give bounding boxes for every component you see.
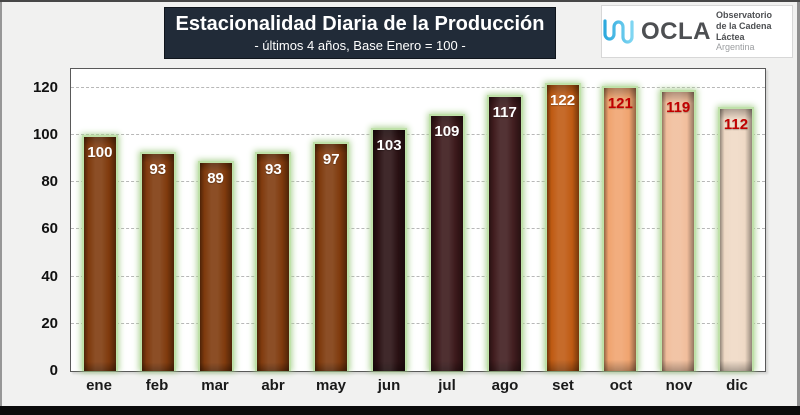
ocla-wordmark: OCLA bbox=[641, 17, 711, 45]
x-label-may: may bbox=[315, 377, 347, 394]
bar-column-oct: 121 bbox=[591, 69, 649, 371]
y-tick-100: 100 bbox=[32, 126, 58, 144]
x-label-ene: ene bbox=[86, 377, 112, 394]
bar-value-oct: 121 bbox=[607, 94, 633, 112]
bar-value-ago: 117 bbox=[492, 103, 517, 121]
gridline-80 bbox=[71, 181, 765, 183]
x-label-oct: oct bbox=[609, 377, 633, 394]
x-label-set: set bbox=[552, 377, 574, 394]
x-label-nov: nov bbox=[665, 377, 693, 394]
bar-mar: 89 bbox=[197, 161, 234, 371]
bar-set: 122 bbox=[544, 83, 581, 371]
bar-column-feb: 93 bbox=[129, 69, 187, 371]
x-label-dic: dic bbox=[726, 377, 748, 394]
bar-jun: 103 bbox=[371, 127, 408, 371]
bar-column-nov: 119 bbox=[649, 69, 707, 371]
x-label-mar: mar bbox=[201, 377, 229, 394]
chart-subtitle: - últimos 4 años, Base Enero = 100 - bbox=[254, 38, 466, 53]
bar-abr: 93 bbox=[255, 151, 292, 371]
bar-value-dic: 112 bbox=[723, 115, 749, 133]
gridline-20 bbox=[71, 322, 765, 324]
bar-column-dic: 112 bbox=[707, 69, 765, 371]
ocla-tagline-line1: Observatorio bbox=[716, 9, 773, 20]
y-tick-20: 20 bbox=[41, 314, 58, 332]
x-label-abr: abr bbox=[261, 377, 285, 394]
bar-value-set: 122 bbox=[550, 92, 576, 110]
bar-ene: 100 bbox=[81, 135, 118, 371]
bar-oct: 121 bbox=[602, 85, 639, 371]
bars-container: 100 93 89 93 97 103 109 117 122 121 119 112 bbox=[71, 69, 765, 371]
ocla-logo: OCLA Observatorio de la Cadena Láctea Ar… bbox=[601, 5, 793, 58]
x-label-jul: jul bbox=[438, 377, 456, 394]
chart-title: Estacionalidad Diaria de la Producción bbox=[175, 13, 545, 35]
bar-value-nov: 119 bbox=[666, 99, 691, 117]
bar-value-abr: 93 bbox=[265, 160, 282, 178]
y-tick-0: 0 bbox=[49, 362, 58, 379]
gridline-60 bbox=[71, 228, 765, 230]
ocla-tagline-line2: de la Cadena Láctea bbox=[716, 20, 772, 42]
y-tick-40: 40 bbox=[41, 267, 58, 285]
bar-dic: 112 bbox=[718, 106, 755, 371]
ocla-tagline-country: Argentina bbox=[716, 42, 755, 53]
chart-title-box: Estacionalidad Diaria de la Producción -… bbox=[164, 7, 556, 59]
x-label-jun: jun bbox=[377, 377, 401, 394]
bar-value-mar: 89 bbox=[207, 170, 224, 188]
y-tick-80: 80 bbox=[41, 173, 58, 191]
bottom-bar bbox=[0, 406, 800, 415]
bar-value-jun: 103 bbox=[376, 136, 402, 154]
x-axis: ene feb mar abr may jun jul ago set oct nov dic bbox=[70, 377, 766, 394]
bar-value-feb: 93 bbox=[149, 160, 167, 178]
plot-area: 100 93 89 93 97 103 109 117 122 121 119 112 bbox=[70, 68, 766, 372]
milk-wave-icon bbox=[603, 18, 634, 44]
bar-column-ene: 100 bbox=[71, 69, 129, 371]
gridline-120 bbox=[71, 86, 765, 88]
bar-may: 97 bbox=[313, 142, 350, 371]
ocla-tagline: Observatorio de la Cadena Láctea Argenti… bbox=[716, 10, 792, 53]
x-label-feb: feb bbox=[145, 377, 169, 394]
bar-value-ene: 100 bbox=[87, 144, 113, 162]
bar-column-may: 97 bbox=[302, 69, 360, 371]
bar-column-jun: 103 bbox=[360, 69, 418, 371]
gridline-100 bbox=[71, 134, 765, 136]
bar-ago: 117 bbox=[486, 94, 523, 371]
bar-column-ago: 117 bbox=[476, 69, 534, 371]
bar-column-set: 122 bbox=[534, 69, 592, 371]
bar-value-may: 97 bbox=[322, 151, 340, 169]
bar-column-mar: 89 bbox=[187, 69, 245, 371]
bar-value-jul: 109 bbox=[434, 122, 460, 140]
bar-nov: 119 bbox=[660, 90, 697, 371]
bar-column-jul: 109 bbox=[418, 69, 476, 371]
y-tick-60: 60 bbox=[41, 220, 58, 238]
bar-column-abr: 93 bbox=[244, 69, 302, 371]
y-tick-120: 120 bbox=[32, 78, 58, 96]
x-label-ago: ago bbox=[491, 377, 519, 394]
bar-feb: 93 bbox=[139, 151, 176, 371]
gridline-40 bbox=[71, 275, 765, 277]
bar-jul: 109 bbox=[428, 113, 465, 371]
